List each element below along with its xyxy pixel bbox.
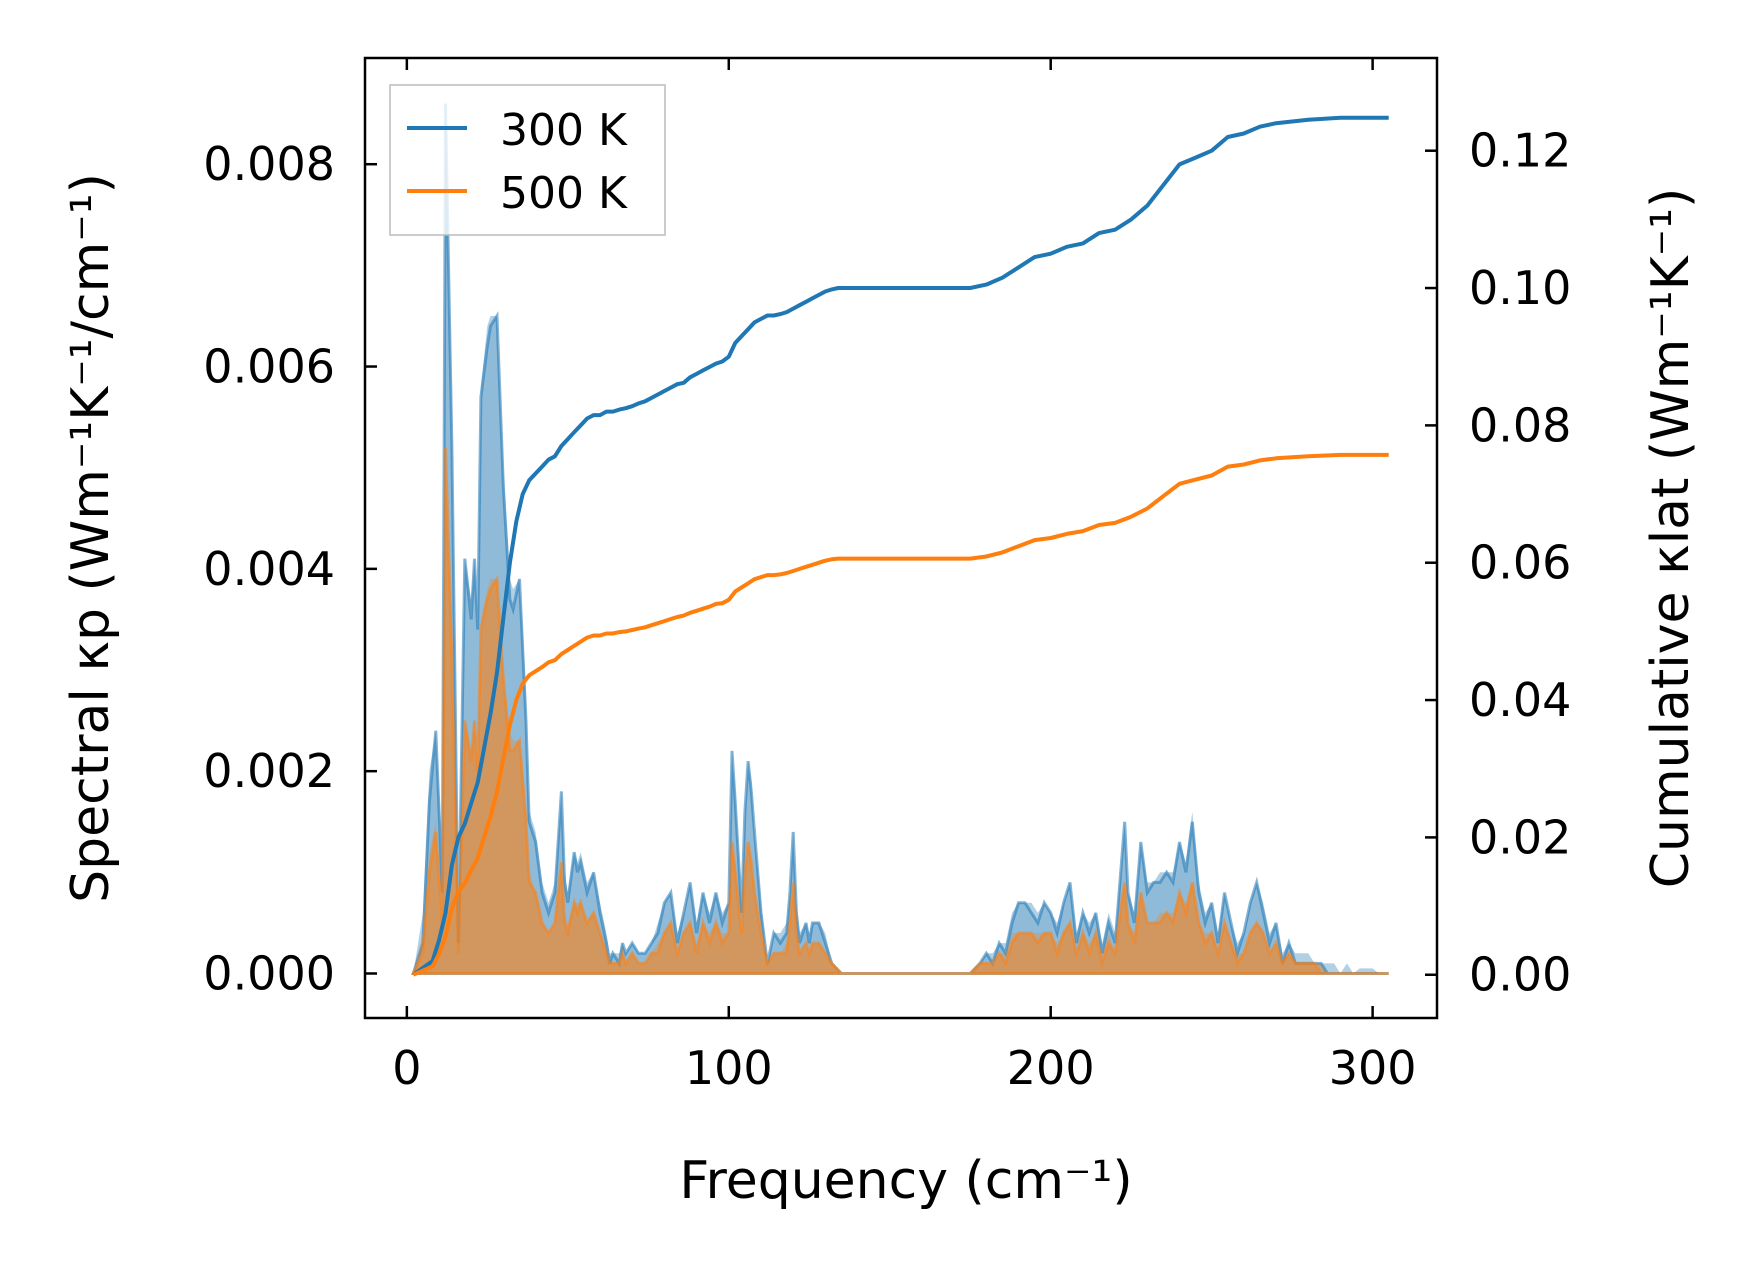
spectral-area-500k xyxy=(410,447,1389,975)
y-tick-label-right: 0.04 xyxy=(1469,673,1571,727)
y-tick-label-left: 0.000 xyxy=(203,946,335,1000)
y-tick-label-left: 0.006 xyxy=(203,340,335,394)
legend-label-300k: 300 K xyxy=(500,105,628,156)
y-tick-label-right: 0.08 xyxy=(1469,398,1571,452)
x-tick-label: 100 xyxy=(685,1041,773,1095)
x-tick-label: 300 xyxy=(1329,1041,1417,1095)
x-axis-label: Frequency (cm⁻¹) xyxy=(679,1151,1132,1211)
axis-ticks: 0 100 200 300 0.000 0.002 0.004 0.006 0.008 0.00 0… xyxy=(203,58,1571,1095)
y-tick-label-right: 0.06 xyxy=(1469,536,1571,590)
y-tick-label-right: 0.02 xyxy=(1469,810,1571,864)
y-axis-right-label: Cumulative κlat (Wm⁻¹K⁻¹) xyxy=(1641,188,1701,889)
y-tick-label-right: 0.00 xyxy=(1469,948,1571,1002)
x-tick-label: 0 xyxy=(392,1041,421,1095)
y-tick-label-right: 0.10 xyxy=(1469,261,1571,315)
y-axis-left-label: Spectral κp (Wm⁻¹K⁻¹/cm⁻¹) xyxy=(61,173,121,903)
y-tick-label-left: 0.004 xyxy=(203,542,335,596)
y-tick-label-right: 0.12 xyxy=(1469,124,1571,178)
x-tick-label: 200 xyxy=(1007,1041,1095,1095)
spectral-fills xyxy=(410,93,1389,975)
plot-frame xyxy=(363,56,1439,1020)
cumulative-line-500k xyxy=(412,452,1389,977)
legend: 300 K 500 K xyxy=(389,84,666,236)
legend-box xyxy=(389,84,666,236)
cumulative-lines xyxy=(412,115,1389,977)
cumulative-line-300k xyxy=(412,115,1389,977)
y-tick-label-left: 0.002 xyxy=(203,744,335,798)
legend-label-500k: 500 K xyxy=(500,168,628,219)
y-tick-label-left: 0.008 xyxy=(203,137,335,191)
